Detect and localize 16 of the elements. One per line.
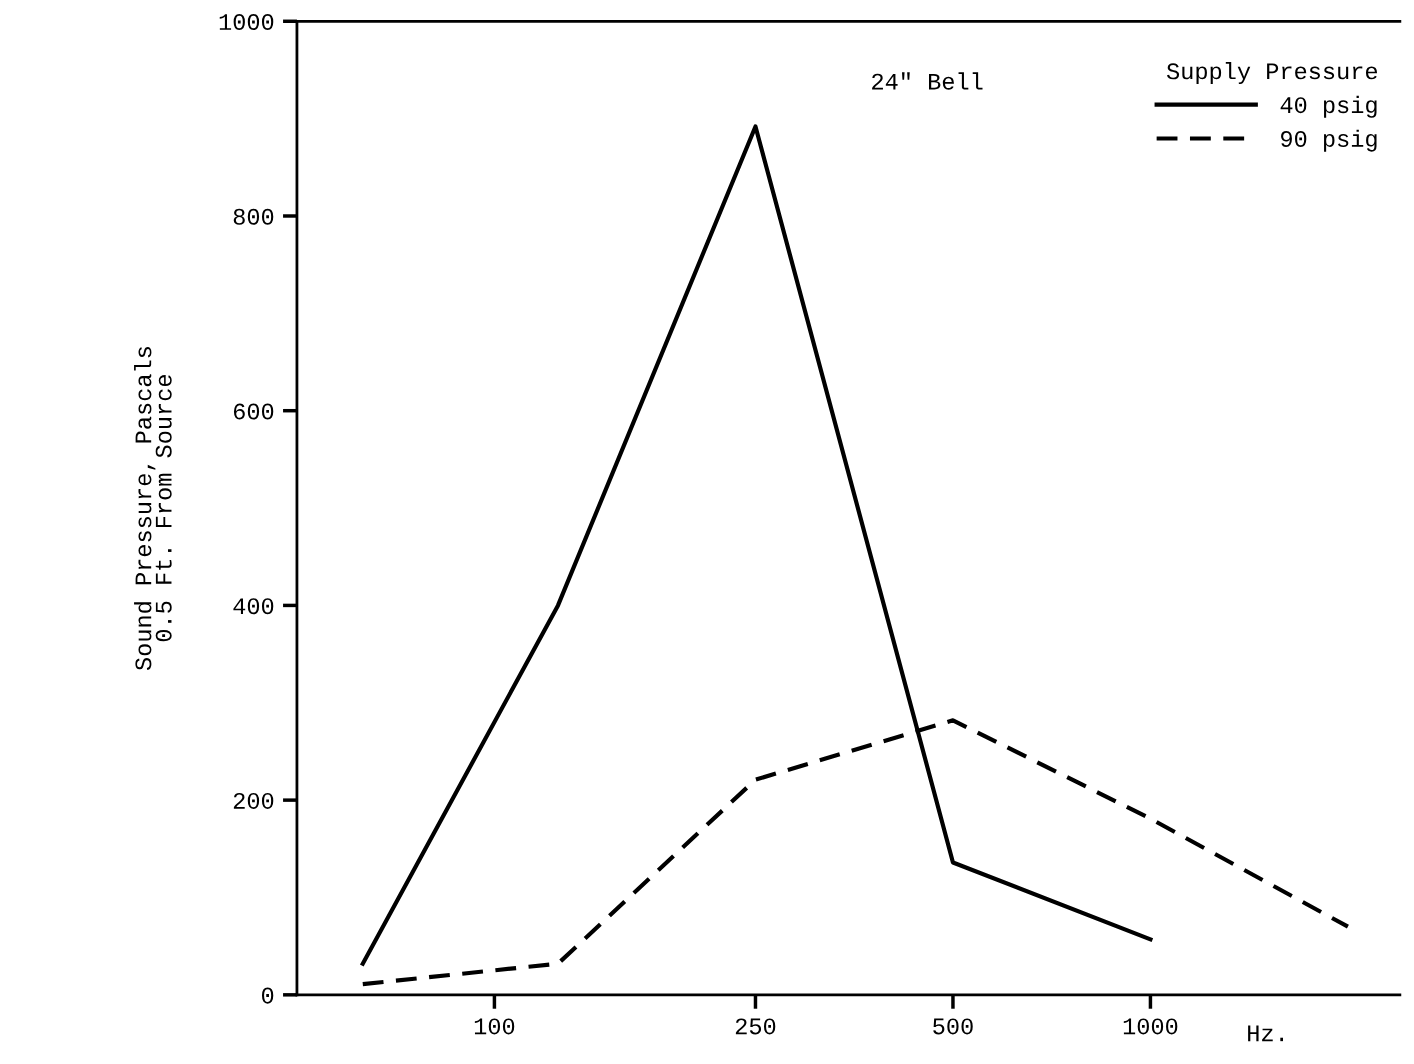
legend-title: Supply Pressure	[1166, 62, 1378, 85]
y-tick-label: 600	[233, 403, 274, 420]
y-tick-label: 1000	[219, 14, 274, 31]
legend-label: 90 psig	[1281, 129, 1377, 152]
legend-label: 40 psig	[1280, 95, 1377, 118]
annotation: 24" Bell	[872, 72, 983, 90]
y-tick-label: 0	[261, 987, 274, 1004]
y-axis-title: Sound Pressure, Pascals 0.5 Ft. From Source	[134, 347, 172, 671]
y-tick-label: 200	[233, 792, 274, 809]
y-tick-label: 400	[233, 598, 274, 615]
y-tick-label: 800	[233, 208, 274, 225]
x-tick-label: 500	[933, 1018, 973, 1035]
x-axis-title: Hz.	[1248, 1025, 1284, 1042]
x-tick-label: 1000	[1123, 1018, 1178, 1035]
x-tick-label: 100	[474, 1018, 515, 1035]
x-tick-label: 250	[735, 1018, 776, 1035]
